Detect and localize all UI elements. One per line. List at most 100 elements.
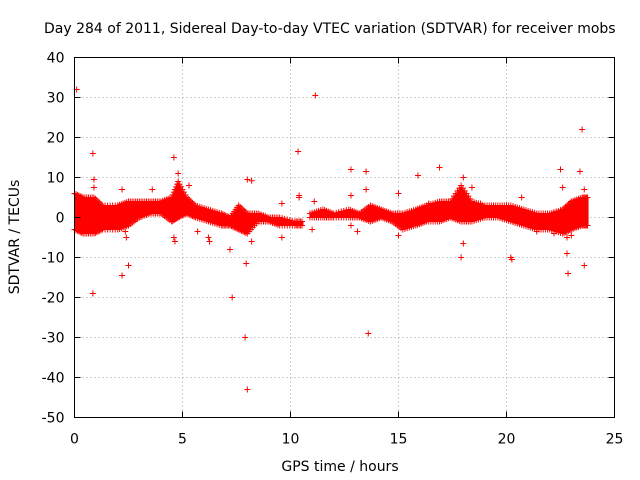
band-edge-point — [234, 225, 241, 232]
band-edge-point — [222, 212, 229, 219]
band-edge-point — [235, 226, 242, 233]
data-point — [89, 290, 96, 297]
data-point — [347, 166, 354, 173]
data-point — [477, 200, 484, 207]
band-edge-point — [171, 186, 178, 193]
band-edge-point — [90, 194, 97, 201]
band-edge-point — [186, 211, 193, 218]
band-edge-point — [338, 208, 345, 215]
data-point — [533, 228, 540, 235]
band-edge-point — [182, 191, 189, 198]
data-point — [458, 254, 465, 261]
data-point — [363, 186, 370, 193]
band-edge-point — [189, 199, 196, 206]
data-point — [309, 226, 316, 233]
data-point — [395, 190, 402, 197]
band-edge-point — [286, 217, 293, 224]
band-edge-point — [191, 201, 198, 208]
data-point — [248, 177, 255, 184]
band-edge-point — [237, 227, 244, 234]
data-point — [460, 240, 467, 247]
y-tick-label: 0 — [56, 211, 65, 227]
band-edge-point — [276, 214, 283, 221]
data-point — [568, 232, 575, 239]
data-point — [363, 168, 370, 175]
band-edge-point — [77, 229, 84, 236]
band-edge-point — [98, 227, 105, 234]
band-edge-point — [168, 194, 175, 201]
band-edge-point — [237, 203, 244, 210]
band-edge-point — [75, 192, 82, 199]
y-tick-label: -30 — [42, 331, 65, 347]
band-edge-point — [559, 206, 566, 213]
band-edge-point — [93, 197, 100, 204]
band-edge-point — [584, 222, 591, 229]
data-point — [581, 262, 588, 269]
x-tick-label: 20 — [498, 432, 516, 448]
data-point — [295, 148, 302, 155]
band-edge-point — [78, 229, 85, 236]
band-edge-point — [77, 193, 84, 200]
chart-title: Day 284 of 2011, Sidereal Day-to-day VTE… — [44, 21, 616, 37]
y-tick-label: -50 — [42, 411, 65, 427]
band-edge-point — [98, 201, 105, 208]
band-edge-point — [74, 227, 81, 234]
data-point — [119, 186, 126, 193]
band-edge-point — [562, 203, 569, 210]
data-point — [90, 184, 97, 191]
band-edge-point — [299, 222, 306, 229]
data-point — [243, 260, 250, 267]
band-edge-point — [239, 206, 246, 213]
band-edge-point — [176, 181, 183, 188]
y-tick-label: 20 — [47, 131, 65, 147]
data-point — [170, 154, 177, 161]
band-edge-point — [565, 201, 572, 208]
band-edge-point — [239, 228, 246, 235]
data-point — [354, 228, 361, 235]
band-edge-point — [229, 223, 236, 230]
band-edge-point — [178, 183, 185, 190]
band-edge-point — [235, 202, 242, 209]
band-edge-point — [93, 229, 100, 236]
band-edge-point — [340, 207, 347, 214]
dense-band-2 — [309, 185, 589, 234]
band-edge-point — [242, 209, 249, 216]
band-edge-point — [189, 213, 196, 220]
band-edge-point — [232, 225, 239, 232]
band-edge-point — [224, 213, 231, 220]
band-edge-point — [180, 211, 187, 218]
band-edge-point — [74, 191, 81, 198]
data-point — [460, 174, 467, 181]
band-edge-point — [72, 191, 79, 198]
band-edge-point — [559, 230, 566, 237]
data-point — [149, 186, 156, 193]
band-edge-point — [92, 195, 99, 202]
data-points — [71, 86, 591, 393]
data-point — [518, 194, 525, 201]
data-point — [312, 92, 319, 99]
band-edge-point — [92, 229, 99, 236]
band-edge-point — [221, 211, 228, 218]
axis-ticks: 0 5 10 15 20 25 -50 -40 -30 -20 -10 0 10 20 30 40 — [42, 51, 624, 448]
data-point — [508, 256, 515, 263]
data-point — [205, 234, 212, 241]
band-edge-point — [173, 183, 180, 190]
data-point — [563, 250, 570, 257]
band-edge-point — [186, 197, 193, 204]
x-tick-label: 0 — [70, 432, 79, 448]
band-edge-point — [176, 213, 183, 220]
data-point — [347, 222, 354, 229]
data-point — [89, 150, 96, 157]
data-point — [227, 246, 234, 253]
band-edge-point — [90, 230, 97, 237]
band-edge-point — [561, 205, 568, 212]
data-point — [563, 234, 570, 241]
band-edge-point — [75, 228, 82, 235]
band-edge-point — [175, 214, 182, 221]
data-point — [206, 238, 213, 245]
gridlines — [74, 57, 615, 418]
band-edge-point — [188, 198, 195, 205]
data-point — [395, 232, 402, 239]
data-point — [581, 186, 588, 193]
band-edge-point — [179, 186, 186, 193]
